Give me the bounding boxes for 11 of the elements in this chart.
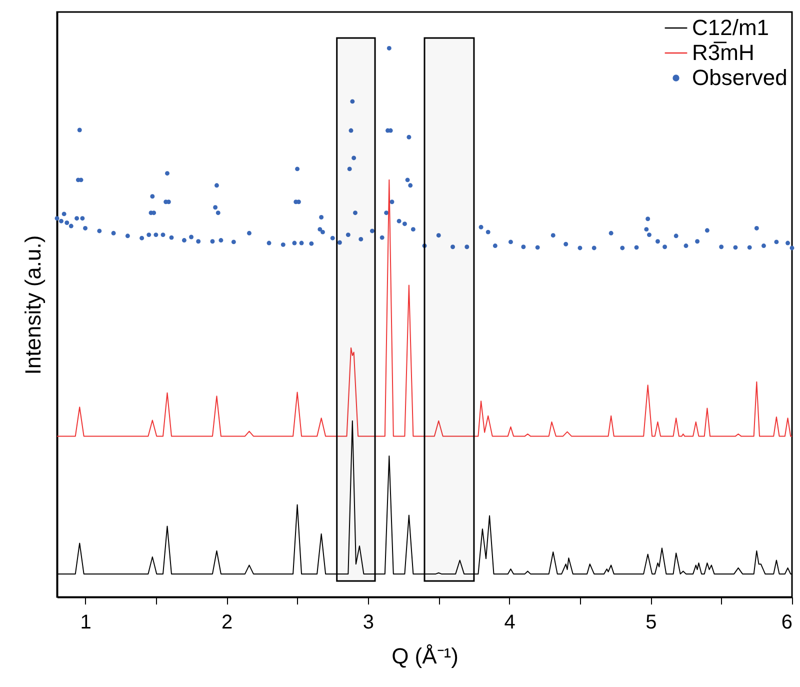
x-tick-label: 5 bbox=[646, 612, 657, 634]
x-tick-label: 4 bbox=[504, 612, 516, 634]
y-axis-title: Intensity (a.u.) bbox=[20, 235, 46, 375]
x-tick-label: 2 bbox=[222, 612, 233, 634]
x-axis-title: Q (Å⁻¹) bbox=[392, 644, 458, 668]
x-tick-label: 3 bbox=[362, 612, 374, 634]
legend-label: Observed bbox=[692, 65, 788, 90]
x-tick-label: 6 bbox=[781, 612, 792, 634]
legend-label: C12/m1 bbox=[692, 15, 770, 40]
legend-label: R3̅mH bbox=[692, 40, 754, 65]
x-tick-label: 1 bbox=[80, 612, 92, 634]
